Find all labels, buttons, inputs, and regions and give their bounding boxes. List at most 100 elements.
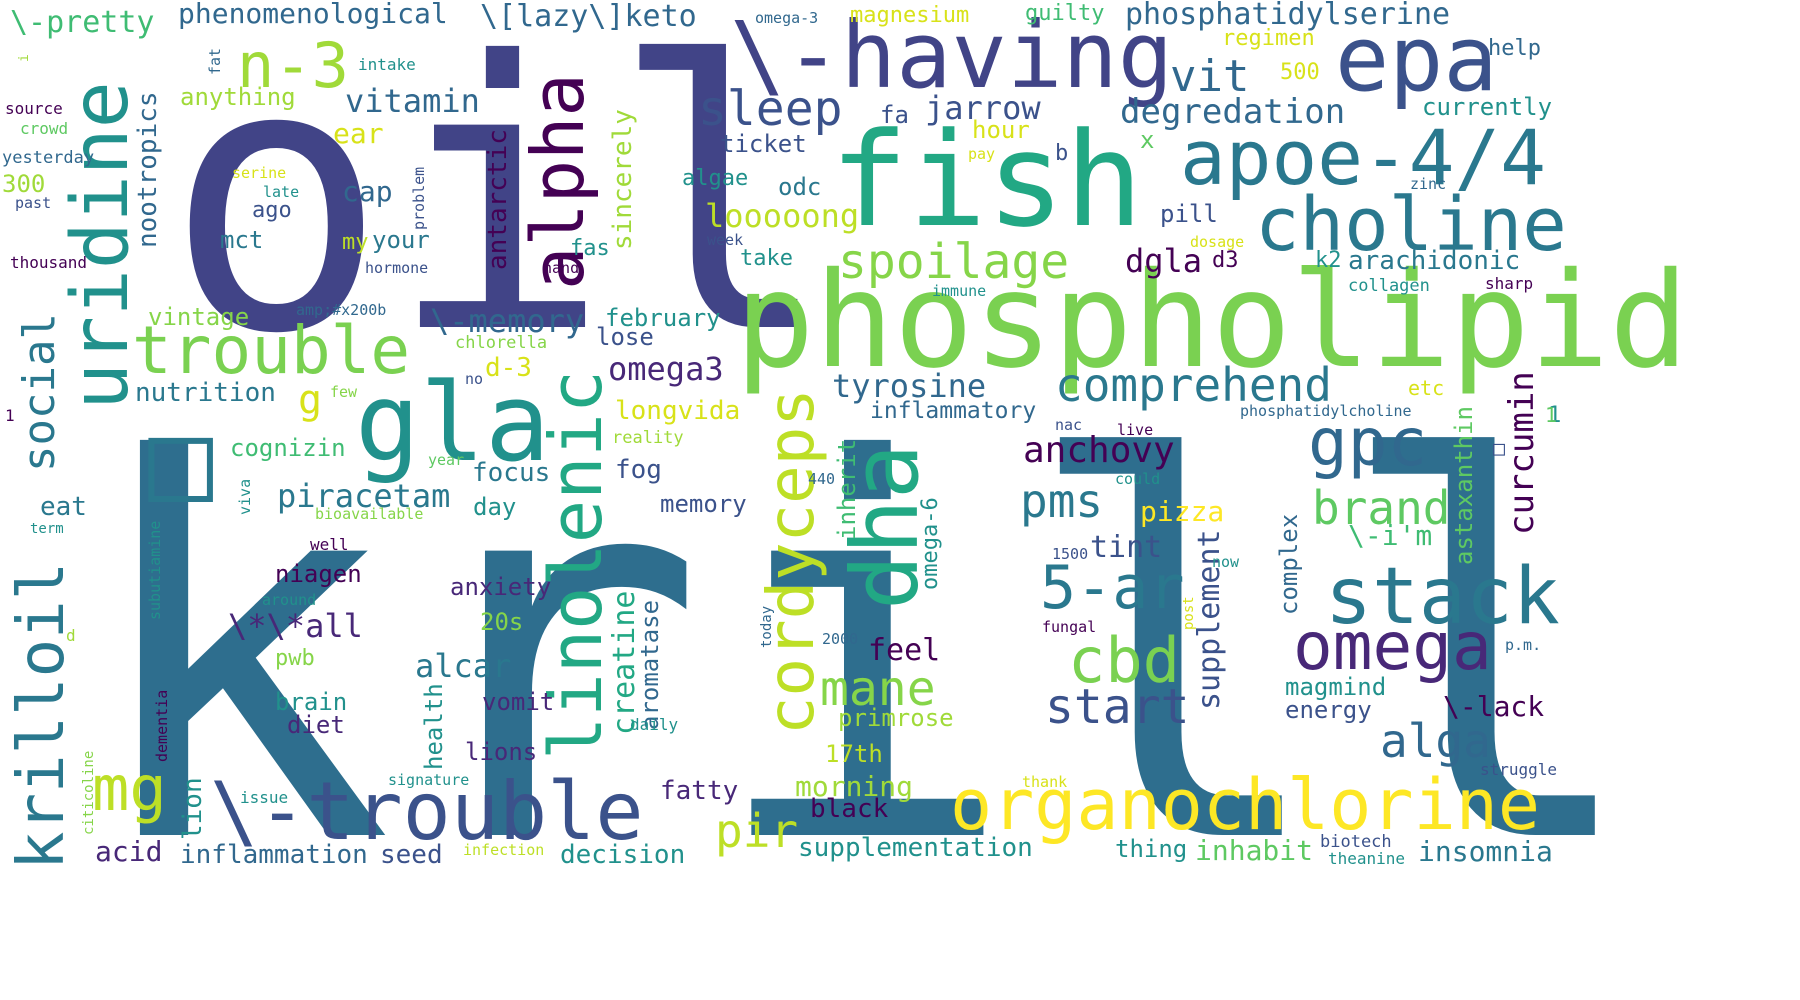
word-pms: pms [1020,474,1104,528]
word-could: could [1115,470,1161,488]
word-source: source [5,99,63,118]
word-theanine: theanine [1328,849,1406,868]
word-eat: eat [40,492,87,522]
word-d: d [66,626,76,645]
word-brand: brand [1312,481,1451,535]
word-zinc: zinc [1410,175,1447,193]
word-1: 1 [5,406,15,425]
word-comprehend: comprehend [1055,358,1332,412]
word-440: 440 [808,470,836,488]
word-aromatase: aromatase [636,599,664,730]
word-lose: lose [596,323,654,351]
word-pretty: \-pretty [10,5,155,40]
word-d3: d3 [1212,248,1239,273]
word-crowd: crowd [20,119,69,138]
word-mg: mg [92,752,167,825]
word-omega3: omega3 [608,350,724,388]
word-stack: stack [1325,552,1560,642]
word-sincerely: sincerely [608,109,638,250]
word-dgla: dgla [1125,242,1203,280]
word-astaxanthin: astaxanthin [1450,406,1478,565]
word-social: social [14,313,65,472]
word-memory: \-memory [430,302,585,340]
word-1: 1 [1545,403,1558,427]
word-black: black [810,794,889,824]
word-term: term [30,521,64,537]
word-pir: pir [715,804,799,858]
word-g: g [298,377,323,423]
word-organochlorine: organochlorine [950,764,1541,846]
word-year: year [428,451,465,469]
word-biotech: biotech [1320,832,1392,852]
word-dementia: dementia [153,689,171,762]
word-i: i [17,54,32,62]
word-k2: k2 [1315,248,1342,273]
word-jarrow: jarrow [925,89,1041,127]
word-yesterday: yesterday [2,148,95,168]
word-1500: 1500 [1052,545,1089,563]
word-take: take [740,246,793,271]
word-oil: oil [165,0,834,415]
word-collagen: collagen [1348,276,1430,296]
word-fa: fa [880,101,909,129]
word-hour: hour [972,116,1030,144]
word-vitamin: vitamin [345,82,480,120]
word-500: 500 [1280,60,1320,85]
word-antarctic: antarctic [483,129,513,270]
word-fungal: fungal [1042,618,1097,636]
word-february: february [605,304,721,332]
word-day: day [473,493,517,521]
word-few: few [330,383,358,401]
word-b: b [1055,141,1069,166]
word-today: today [759,605,775,648]
word-bioavailable: bioavailable [315,505,424,523]
word-focus: focus [472,458,551,488]
word-2000: 2000 [822,630,859,648]
word-seed: seed [380,840,443,870]
word-1: 1 [1548,403,1562,428]
word-now: now [1212,553,1240,571]
word-vintage: vintage [148,303,250,331]
word-insomnia: insomnia [1418,835,1553,868]
word-your: your [372,226,430,254]
word-300: 300 [2,170,46,198]
word-glyph: □ [148,399,214,524]
word-past: past [15,194,52,212]
word-ago: ago [252,198,292,223]
word-phenomenological: phenomenological [178,0,448,30]
word-magnesium: magnesium [850,3,970,28]
word-viva: viva [236,478,254,515]
word-having: \-having [730,2,1174,109]
word-regimen: regimen [1222,26,1315,51]
word-ticket: ticket [720,130,807,158]
word-vit: vit [1170,51,1250,102]
word-supplementation: supplementation [798,833,1033,863]
word-decision: decision [560,840,686,870]
word-glyph: □ [1493,436,1506,460]
word-ear: ear [333,117,384,150]
word-week: week [707,231,744,249]
word-immune: immune [932,282,987,300]
word-spoilage: spoilage [838,234,1070,290]
word-lions: lions [465,738,538,766]
word-lazy-keto: \[lazy\]keto [480,0,697,34]
word-thank: thank [1022,773,1068,791]
word-serine: serine [232,164,287,182]
word-issue: issue [240,788,289,807]
word-start: start [1045,679,1190,735]
word-signature: signature [388,771,470,789]
word-inhabit: inhabit [1195,834,1314,867]
word-arachidonic: arachidonic [1348,246,1521,276]
word-alga: alga [1380,714,1491,768]
word-cordyceps: cordyceps [755,388,829,735]
word-cognizin: cognizin [230,434,346,462]
word-algae: algae [682,166,749,191]
word-degredation: degredation [1120,92,1346,132]
word-my: my [342,230,369,255]
word-pill: pill [1160,200,1218,228]
word-20s: 20s [480,608,524,636]
word-hormone: hormone [365,259,429,277]
word-help: help [1488,36,1541,61]
word-17th: 17th [825,740,883,768]
